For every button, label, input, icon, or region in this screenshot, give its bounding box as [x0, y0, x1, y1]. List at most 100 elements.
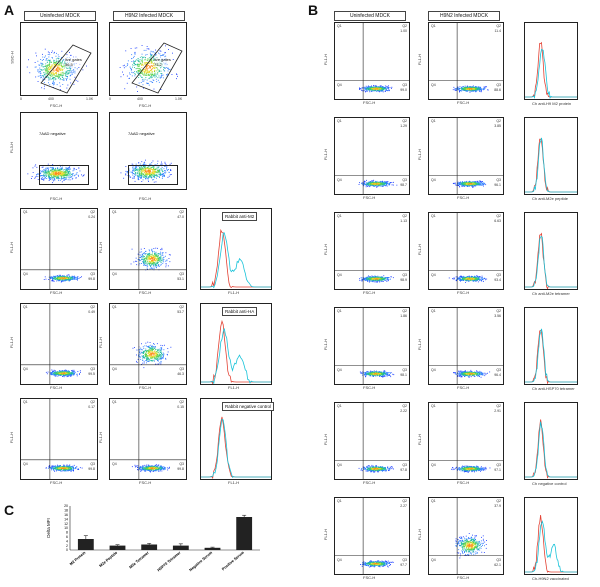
- event-dot: [160, 249, 161, 250]
- event-dot: [157, 358, 158, 359]
- event-dot: [80, 372, 81, 373]
- event-dot: [155, 266, 156, 267]
- event-dot: [150, 467, 151, 468]
- event-dot: [157, 466, 158, 467]
- event-dot: [57, 371, 58, 372]
- event-dot: [63, 278, 64, 279]
- event-dot: [486, 86, 487, 87]
- event-dot: [162, 255, 163, 256]
- event-dot: [144, 470, 145, 471]
- event-dot: [66, 370, 67, 371]
- axis-label-y: FL1-H: [323, 54, 328, 65]
- event-dot: [70, 376, 71, 377]
- event-dot: [167, 354, 168, 355]
- event-dot: [80, 467, 81, 468]
- q2-value: 53.7: [177, 310, 184, 314]
- event-dot: [140, 467, 141, 468]
- event-dot: [55, 373, 56, 374]
- event-dot: [67, 372, 68, 373]
- event-dot: [150, 266, 151, 267]
- event-dot: [383, 91, 384, 92]
- event-dot: [155, 257, 156, 258]
- event-dot: [142, 261, 143, 262]
- event-dot: [51, 373, 52, 374]
- event-dot: [60, 279, 61, 280]
- event-dot: [376, 85, 377, 86]
- event-dot: [57, 465, 58, 466]
- event-dot: [481, 91, 482, 92]
- event-dot: [137, 465, 138, 466]
- event-dot: [162, 263, 163, 264]
- event-dot: [141, 470, 142, 471]
- event-dot: [144, 253, 145, 254]
- axis-label-y: FL1-H: [98, 337, 103, 348]
- event-dot: [145, 467, 146, 468]
- event-dot: [143, 263, 144, 264]
- event-dot: [160, 350, 161, 351]
- event-dot: [151, 250, 152, 251]
- event-dot: [143, 357, 144, 358]
- event-dot: [166, 263, 167, 264]
- event-dot: [58, 374, 59, 375]
- event-dot: [148, 353, 149, 354]
- event-dot: [380, 91, 381, 92]
- event-dot: [68, 277, 69, 278]
- q1-label: Q1: [112, 305, 117, 309]
- event-dot: [142, 353, 143, 354]
- q1-label: Q1: [112, 400, 117, 404]
- event-dot: [35, 164, 36, 165]
- event-dot: [61, 281, 62, 282]
- event-dot: [136, 264, 137, 265]
- event-dot: [165, 256, 166, 257]
- event-dot: [37, 174, 38, 175]
- event-dot: [154, 356, 155, 357]
- event-dot: [148, 465, 149, 466]
- event-dot: [58, 373, 59, 374]
- event-dot: [74, 373, 75, 374]
- event-dot: [153, 353, 154, 354]
- event-dot: [369, 87, 370, 88]
- event-dot: [139, 263, 140, 264]
- event-dot: [65, 466, 66, 467]
- x-tick: 0: [109, 97, 111, 101]
- event-dot: [374, 89, 375, 90]
- event-dot: [71, 375, 72, 376]
- event-dot: [141, 249, 142, 250]
- event-dot: [359, 88, 360, 89]
- event-dot: [60, 468, 61, 469]
- event-dot: [69, 470, 70, 471]
- scatter-fl3-uninfected: 7AAD negative: [20, 112, 98, 190]
- event-dot: [137, 350, 138, 351]
- event-dot: [51, 467, 52, 468]
- event-dot: [163, 252, 164, 253]
- event-dot: [371, 91, 372, 92]
- event-dot: [156, 358, 157, 359]
- event-dot: [147, 360, 148, 361]
- event-dot: [162, 345, 163, 346]
- event-dot: [365, 91, 366, 92]
- event-dot: [140, 257, 141, 258]
- event-dot: [142, 254, 143, 255]
- event-dot: [77, 374, 78, 375]
- event-dot: [158, 349, 159, 350]
- event-dot: [383, 89, 384, 90]
- event-dot: [66, 467, 67, 468]
- event-dot: [47, 373, 48, 374]
- event-dot: [153, 161, 154, 162]
- event-dot: [152, 257, 153, 258]
- event-dot: [59, 465, 60, 466]
- event-dot: [161, 248, 162, 249]
- scatter-cloud: [21, 399, 97, 479]
- event-dot: [151, 468, 152, 469]
- event-dot: [149, 360, 150, 361]
- event-dot: [149, 255, 150, 256]
- event-dot: [157, 263, 158, 264]
- event-dot: [140, 349, 141, 350]
- event-dot: [64, 375, 65, 376]
- event-dot: [145, 260, 146, 261]
- viability-gate: [39, 165, 89, 185]
- event-dot: [148, 469, 149, 470]
- event-dot: [152, 353, 153, 354]
